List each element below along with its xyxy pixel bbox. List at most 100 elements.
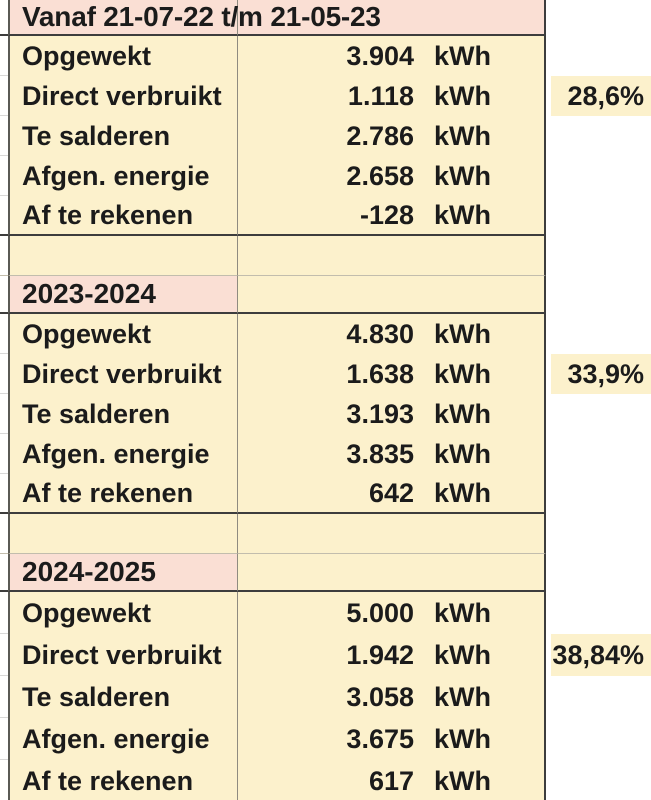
empty-value-cell[interactable] — [237, 554, 546, 592]
unit-label: kWh — [434, 358, 491, 389]
gridline-strip-cell — [0, 394, 8, 434]
row-label-cell[interactable]: Te salderen — [8, 116, 237, 156]
row-label: Opgewekt — [22, 318, 152, 349]
row-label-cell[interactable]: Opgewekt — [8, 36, 237, 76]
data-row: Afgen. energie 2.658 kWh — [0, 156, 651, 196]
row-value: 3.904 — [346, 40, 414, 71]
empty-percent-cell — [551, 760, 651, 800]
percent-value: 33,9% — [567, 358, 644, 389]
row-label-cell[interactable]: Af te rekenen — [8, 474, 237, 514]
row-label-cell[interactable]: Opgewekt — [8, 314, 237, 354]
data-row: Opgewekt 5.000 kWh — [0, 592, 651, 634]
percent-cell[interactable]: 38,84% — [551, 634, 651, 676]
row-value-cell[interactable]: 4.830 kWh — [237, 314, 546, 354]
empty-label-cell[interactable] — [8, 514, 237, 554]
empty-percent-cell — [551, 314, 651, 354]
empty-percent-cell — [551, 676, 651, 718]
row-value-cell[interactable]: 3.675 kWh — [237, 718, 546, 760]
section-header-row: Vanaf 21-07-22 t/m 21-05-23 — [0, 0, 651, 36]
row-value: 2.786 — [346, 120, 414, 151]
row-value-cell[interactable]: -128 kWh — [237, 196, 546, 236]
row-label-cell[interactable]: Afgen. energie — [8, 434, 237, 474]
year-header-row: 2024-2025 — [0, 554, 651, 592]
year-header-row: 2023-2024 — [0, 276, 651, 314]
gridline-strip-cell — [0, 354, 8, 394]
empty-value-cell[interactable] — [237, 514, 546, 554]
data-row: Afgen. energie 3.675 kWh — [0, 718, 651, 760]
row-value: 3.058 — [346, 681, 414, 712]
empty-value-cell[interactable] — [237, 0, 546, 36]
row-value-cell[interactable]: 1.638 kWh — [237, 354, 546, 394]
data-row: Direct verbruikt 1.118 kWh 28,6% — [0, 76, 651, 116]
row-value-cell[interactable]: 1.118 kWh — [237, 76, 546, 116]
unit-label: kWh — [434, 438, 491, 469]
row-value: 1.118 — [347, 80, 414, 111]
empty-percent-cell — [551, 36, 651, 76]
row-value-cell[interactable]: 2.658 kWh — [237, 156, 546, 196]
empty-percent-cell — [551, 592, 651, 634]
row-value-cell[interactable]: 642 kWh — [237, 474, 546, 514]
unit-label: kWh — [434, 681, 491, 712]
row-label-cell[interactable]: Af te rekenen — [8, 760, 237, 800]
data-row: Te salderen 3.193 kWh — [0, 394, 651, 434]
row-label-cell[interactable]: Direct verbruikt — [8, 354, 237, 394]
row-label-cell[interactable]: Opgewekt — [8, 592, 237, 634]
row-value-cell[interactable]: 2.786 kWh — [237, 116, 546, 156]
row-value-cell[interactable]: 3.193 kWh — [237, 394, 546, 434]
empty-value-cell[interactable] — [237, 276, 546, 314]
unit-label: kWh — [434, 765, 491, 796]
percent-cell[interactable]: 28,6% — [551, 76, 651, 116]
row-value-cell[interactable]: 1.942 kWh — [237, 634, 546, 676]
row-label-cell[interactable]: Te salderen — [8, 394, 237, 434]
gridline-strip-cell — [0, 276, 8, 314]
row-label: Te salderen — [22, 398, 171, 429]
row-label-cell[interactable]: Afgen. energie — [8, 156, 237, 196]
gridline-strip-cell — [0, 718, 8, 760]
unit-label: kWh — [434, 477, 491, 508]
row-value: 3.835 — [346, 438, 414, 469]
data-row: Te salderen 2.786 kWh — [0, 116, 651, 156]
row-value-cell[interactable]: 3.058 kWh — [237, 676, 546, 718]
row-value-cell[interactable]: 3.904 kWh — [237, 36, 546, 76]
gridline-strip-cell — [0, 314, 8, 354]
row-label-cell[interactable]: Vanaf 21-07-22 t/m 21-05-23 — [8, 0, 381, 36]
empty-value-cell[interactable] — [237, 236, 546, 276]
row-label: 2024-2025 — [22, 556, 156, 587]
unit-label: kWh — [434, 40, 491, 71]
data-row: Af te rekenen 617 kWh — [0, 760, 651, 800]
row-label: Af te rekenen — [22, 477, 194, 508]
gridline-strip-cell — [0, 156, 8, 196]
percent-cell[interactable]: 33,9% — [551, 354, 651, 394]
unit-label: kWh — [434, 318, 491, 349]
row-value-cell[interactable]: 617 kWh — [237, 760, 546, 800]
unit-label: kWh — [434, 597, 491, 628]
data-row: Direct verbruikt 1.638 kWh 33,9% — [0, 354, 651, 394]
empty-percent-cell — [551, 474, 651, 514]
empty-percent-cell — [551, 156, 651, 196]
unit-label: kWh — [434, 639, 491, 670]
percent-value: 38,84% — [552, 639, 644, 670]
unit-label: kWh — [434, 120, 491, 151]
data-row: Opgewekt 3.904 kWh — [0, 36, 651, 76]
row-label-cell[interactable]: 2024-2025 — [8, 554, 237, 592]
empty-percent-cell — [551, 394, 651, 434]
row-label-cell[interactable]: Direct verbruikt — [8, 634, 237, 676]
row-label: Af te rekenen — [22, 765, 194, 796]
row-value: 5.000 — [346, 597, 414, 628]
row-label-cell[interactable]: 2023-2024 — [8, 276, 237, 314]
row-value: 4.830 — [346, 318, 414, 349]
spacer-row — [0, 236, 651, 276]
row-label-cell[interactable]: Afgen. energie — [8, 718, 237, 760]
row-label: Opgewekt — [22, 40, 152, 71]
gridline-strip-cell — [0, 554, 8, 592]
row-label-cell[interactable]: Af te rekenen — [8, 196, 237, 236]
row-value: 1.638 — [346, 358, 414, 389]
empty-label-cell[interactable] — [8, 236, 237, 276]
row-value-cell[interactable]: 3.835 kWh — [237, 434, 546, 474]
empty-percent-cell — [551, 554, 651, 592]
data-row: Afgen. energie 3.835 kWh — [0, 434, 651, 474]
empty-percent-cell — [551, 0, 651, 36]
row-label-cell[interactable]: Te salderen — [8, 676, 237, 718]
row-value-cell[interactable]: 5.000 kWh — [237, 592, 546, 634]
row-label-cell[interactable]: Direct verbruikt — [8, 76, 237, 116]
